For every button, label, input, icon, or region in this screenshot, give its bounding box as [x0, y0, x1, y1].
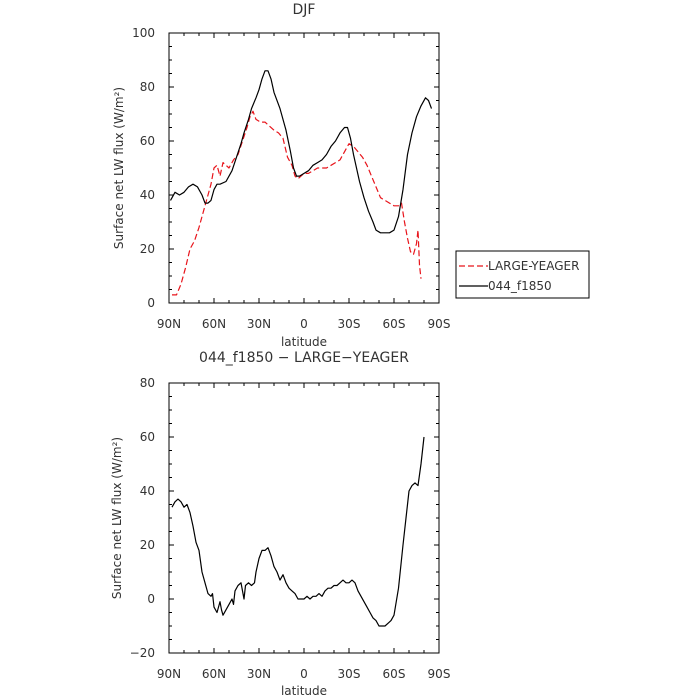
bottom-xtick-label: 60N	[202, 667, 226, 681]
bottom-ytick-label: −20	[130, 646, 155, 660]
bottom-xtick-label: 30S	[338, 667, 361, 681]
top-panel: DJF Surface net LW flux (W/m²) latitude …	[112, 2, 450, 349]
top-tick-labels: 0 20 40 60 80 100 90N 60N 30N 0 30S 60S 90S	[132, 26, 450, 331]
legend-label-044-f1850: 044_f1850	[488, 279, 552, 293]
bottom-ytick-label: 60	[140, 430, 155, 444]
bottom-plot-frame	[168, 382, 440, 654]
bottom-ytick-label: 40	[140, 484, 155, 498]
bottom-xtick-label: 90N	[157, 667, 181, 681]
top-xtick-label: 90N	[157, 317, 181, 331]
top-ytick-label: 80	[140, 80, 155, 94]
top-ytick-label: 100	[132, 26, 155, 40]
bottom-panel: 044_f1850 − LARGE−YEAGER Surface net LW …	[110, 350, 450, 698]
bottom-x-axis-label: latitude	[281, 684, 327, 698]
top-tick-marks	[168, 32, 440, 304]
top-xtick-label: 90S	[428, 317, 451, 331]
top-ytick-label: 40	[140, 188, 155, 202]
top-xtick-label: 30S	[338, 317, 361, 331]
top-x-axis-label: latitude	[281, 335, 327, 349]
top-y-axis-label: Surface net LW flux (W/m²)	[112, 87, 126, 249]
bottom-series-lines	[171, 436, 425, 627]
bottom-tick-marks	[168, 382, 440, 654]
bottom-ytick-label: 0	[147, 592, 155, 606]
top-xtick-label: 0	[300, 317, 308, 331]
bottom-ytick-label: 20	[140, 538, 155, 552]
bottom-xtick-label: 60S	[383, 667, 406, 681]
bottom-xtick-label: 90S	[428, 667, 451, 681]
top-series-lines	[169, 70, 433, 296]
legend: LARGE-YEAGER 044_f1850	[455, 250, 590, 299]
legend-label-large-yeager: LARGE-YEAGER	[488, 259, 579, 273]
top-xtick-label: 60N	[202, 317, 226, 331]
top-ytick-label: 60	[140, 134, 155, 148]
bottom-xtick-label: 0	[300, 667, 308, 681]
top-plot-frame	[168, 32, 440, 304]
top-xtick-label: 30N	[247, 317, 271, 331]
top-series-line-large-yeager	[172, 110, 422, 296]
bottom-tick-labels: −20 0 20 40 60 80 90N 60N 30N 0 30S 60S 90S	[130, 376, 451, 681]
top-xtick-label: 60S	[383, 317, 406, 331]
bottom-xtick-label: 30N	[247, 667, 271, 681]
legend-box	[455, 250, 590, 299]
bottom-y-axis-label: Surface net LW flux (W/m²)	[110, 437, 124, 599]
bottom-series-line-0	[171, 436, 425, 627]
bottom-panel-title: 044_f1850 − LARGE−YEAGER	[199, 350, 409, 366]
top-panel-title: DJF	[293, 2, 316, 18]
top-series-line-044-f1850	[169, 70, 433, 234]
bottom-ytick-label: 80	[140, 376, 155, 390]
top-ytick-label: 0	[147, 296, 155, 310]
top-ytick-label: 20	[140, 242, 155, 256]
